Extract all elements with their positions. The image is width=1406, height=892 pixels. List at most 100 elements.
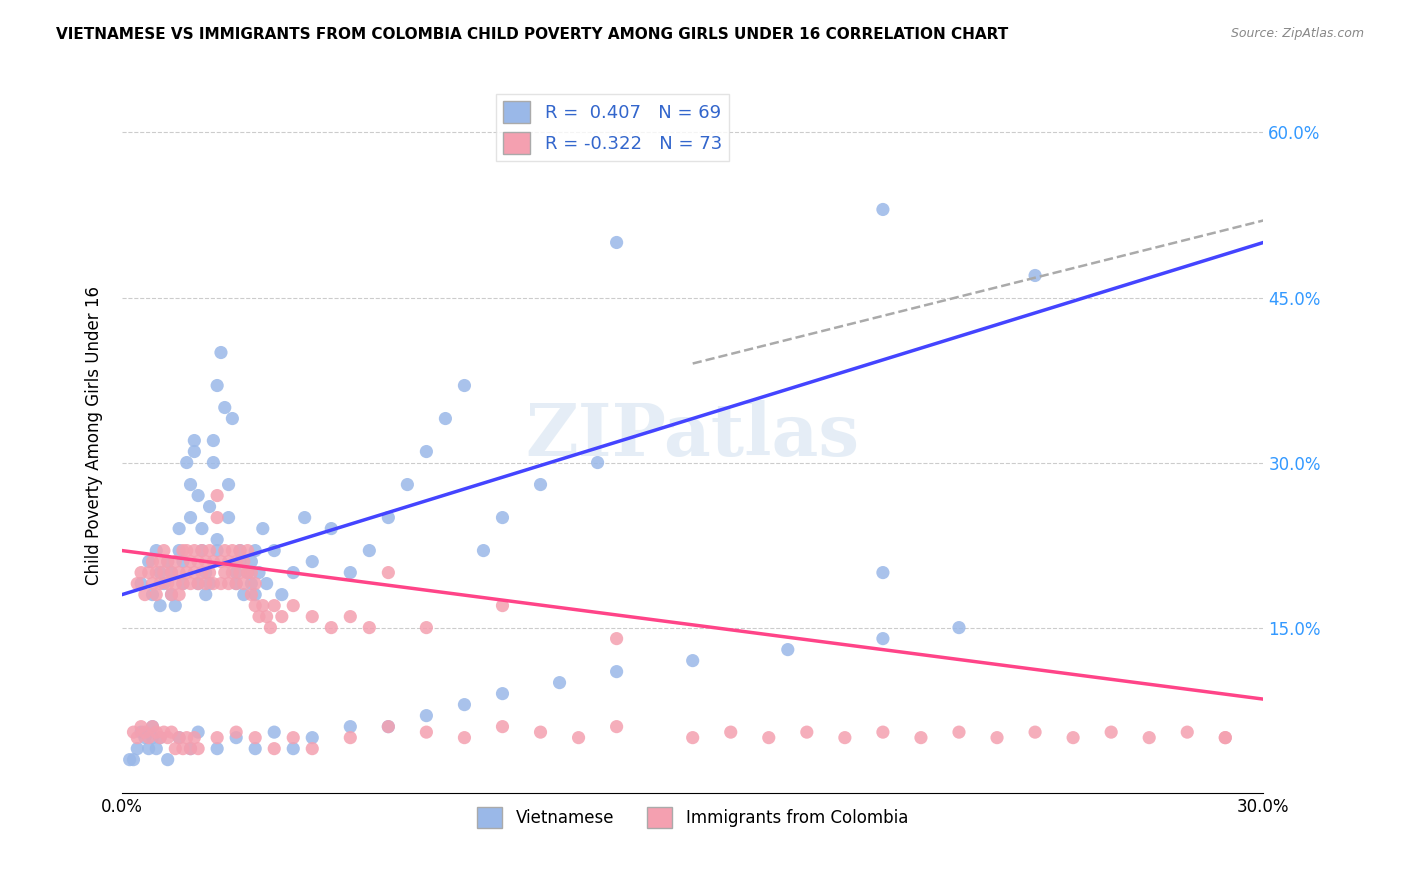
Point — [218, 555, 240, 569]
Point — [156, 555, 179, 569]
Point — [187, 741, 209, 756]
Point — [141, 576, 163, 591]
Point — [172, 576, 194, 591]
Point — [453, 698, 475, 712]
Point — [491, 720, 513, 734]
Point — [138, 731, 160, 745]
Point — [263, 599, 285, 613]
Point — [194, 555, 217, 569]
Point — [198, 576, 221, 591]
Point — [606, 720, 628, 734]
Point — [758, 731, 780, 745]
Point — [149, 599, 172, 613]
Point — [202, 456, 225, 470]
Point — [209, 555, 232, 569]
Point — [377, 566, 399, 580]
Point — [172, 543, 194, 558]
Point — [359, 621, 381, 635]
Point — [183, 731, 205, 745]
Point — [1175, 725, 1198, 739]
Point — [225, 555, 247, 569]
Point — [434, 411, 457, 425]
Point — [252, 522, 274, 536]
Point — [141, 720, 163, 734]
Point — [283, 566, 305, 580]
Point — [229, 543, 252, 558]
Point — [232, 576, 254, 591]
Point — [149, 566, 172, 580]
Point — [339, 731, 361, 745]
Point — [191, 543, 214, 558]
Point — [129, 720, 152, 734]
Point — [191, 522, 214, 536]
Point — [141, 588, 163, 602]
Point — [167, 543, 190, 558]
Point — [138, 566, 160, 580]
Point — [127, 576, 149, 591]
Point — [245, 576, 267, 591]
Point — [283, 599, 305, 613]
Point — [167, 588, 190, 602]
Point — [218, 477, 240, 491]
Point — [491, 510, 513, 524]
Point — [141, 731, 163, 745]
Point — [183, 444, 205, 458]
Point — [245, 588, 267, 602]
Point — [180, 477, 202, 491]
Point — [149, 576, 172, 591]
Point — [256, 576, 278, 591]
Point — [167, 566, 190, 580]
Point — [176, 731, 198, 745]
Point — [270, 588, 292, 602]
Point — [156, 555, 179, 569]
Point — [183, 566, 205, 580]
Point — [339, 720, 361, 734]
Point — [232, 588, 254, 602]
Point — [472, 543, 495, 558]
Point — [180, 576, 202, 591]
Point — [145, 741, 167, 756]
Point — [134, 725, 156, 739]
Point — [682, 654, 704, 668]
Point — [198, 566, 221, 580]
Point — [138, 741, 160, 756]
Point — [986, 731, 1008, 745]
Point — [134, 588, 156, 602]
Point — [187, 576, 209, 591]
Point — [165, 599, 187, 613]
Point — [606, 665, 628, 679]
Point — [205, 543, 228, 558]
Point — [606, 235, 628, 250]
Point — [872, 632, 894, 646]
Point — [167, 522, 190, 536]
Point — [153, 566, 176, 580]
Point — [491, 687, 513, 701]
Point — [153, 576, 176, 591]
Point — [529, 725, 551, 739]
Point — [145, 543, 167, 558]
Point — [377, 510, 399, 524]
Point — [225, 576, 247, 591]
Point — [194, 576, 217, 591]
Point — [232, 555, 254, 569]
Point — [205, 510, 228, 524]
Point — [141, 555, 163, 569]
Point — [172, 741, 194, 756]
Point — [160, 725, 183, 739]
Point — [453, 378, 475, 392]
Point — [491, 599, 513, 613]
Point — [122, 753, 145, 767]
Point — [127, 731, 149, 745]
Point — [586, 456, 609, 470]
Point — [187, 576, 209, 591]
Point — [240, 576, 263, 591]
Point — [205, 533, 228, 547]
Point — [205, 378, 228, 392]
Point — [156, 753, 179, 767]
Point — [218, 576, 240, 591]
Point — [176, 566, 198, 580]
Point — [245, 741, 267, 756]
Point — [149, 731, 172, 745]
Point — [225, 731, 247, 745]
Point — [205, 489, 228, 503]
